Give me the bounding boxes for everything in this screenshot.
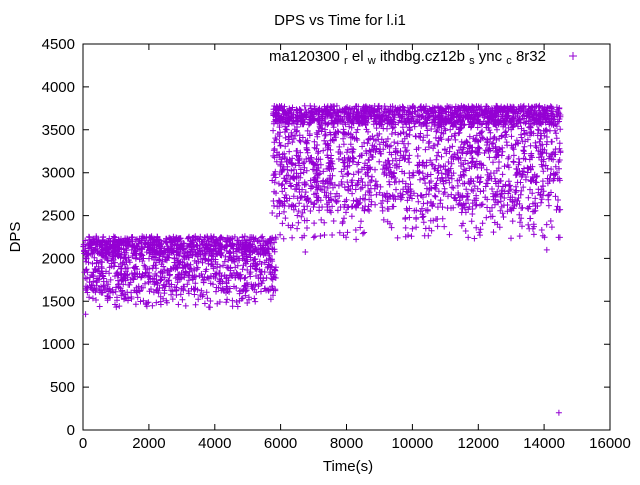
y-tick-label: 500 bbox=[50, 379, 75, 396]
x-tick-label: 10000 bbox=[392, 435, 434, 452]
legend-text-part: ync bbox=[479, 48, 503, 65]
y-tick-label: 2500 bbox=[42, 208, 75, 225]
x-axis-label: Time(s) bbox=[323, 458, 373, 475]
x-tick-label: 14000 bbox=[523, 435, 565, 452]
x-tick-label: 8000 bbox=[330, 435, 363, 452]
legend-text-part: 8r32 bbox=[516, 48, 546, 65]
y-axis-label: DPS bbox=[7, 222, 24, 253]
legend-text-part: ma120300 bbox=[269, 48, 340, 65]
chart-title: DPS vs Time for l.i1 bbox=[274, 12, 406, 29]
legend-subscript: s bbox=[469, 55, 475, 67]
y-tick-label: 3500 bbox=[42, 122, 75, 139]
legend-text-part: el bbox=[352, 48, 364, 65]
legend: ma120300 r el w ithdbg.cz12b s ync c 8r3… bbox=[269, 48, 577, 68]
x-tick-label: 16000 bbox=[589, 435, 631, 452]
x-tick-label: 12000 bbox=[457, 435, 499, 452]
legend-plus-marker-icon bbox=[569, 52, 577, 60]
y-tick-label: 2000 bbox=[42, 250, 75, 267]
legend-subscript: r bbox=[344, 55, 348, 67]
x-tick-label: 4000 bbox=[198, 435, 231, 452]
tick-labels: 0 2000 4000 6000 8000 10000 12000 14000 16000 0 50… bbox=[42, 36, 631, 452]
scatter-series bbox=[80, 102, 564, 416]
y-tick-label: 4500 bbox=[42, 36, 75, 53]
y-tick-label: 0 bbox=[67, 422, 75, 439]
legend-subscript: c bbox=[506, 55, 512, 67]
x-tick-label: 2000 bbox=[132, 435, 165, 452]
y-tick-label: 1500 bbox=[42, 293, 75, 310]
y-tick-label: 4000 bbox=[42, 79, 75, 96]
tick-marks bbox=[82, 43, 611, 431]
x-tick-label: 0 bbox=[79, 435, 87, 452]
y-tick-label: 3000 bbox=[42, 165, 75, 182]
legend-subscript: w bbox=[367, 55, 376, 67]
x-tick-label: 6000 bbox=[264, 435, 297, 452]
legend-text-part: ithdbg.cz12b bbox=[380, 48, 465, 65]
scatter-points bbox=[80, 102, 564, 416]
legend-label: ma120300 r el w ithdbg.cz12b s ync c 8r3… bbox=[269, 48, 546, 68]
y-tick-label: 1000 bbox=[42, 336, 75, 353]
